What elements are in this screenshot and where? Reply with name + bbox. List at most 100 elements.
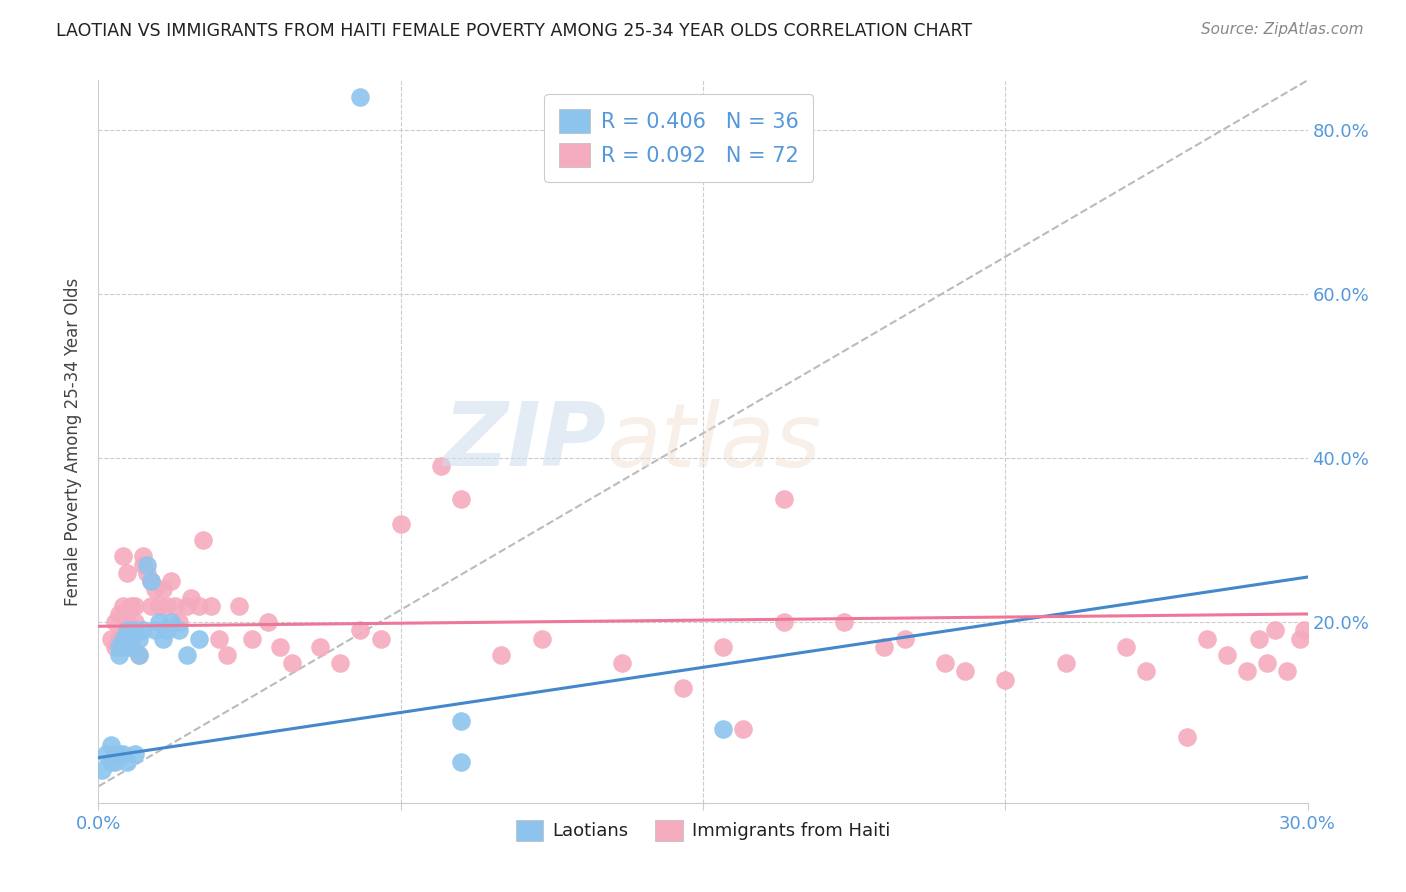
Point	[124, 747, 146, 761]
Point	[156, 599, 179, 613]
Point	[256, 615, 278, 630]
Point	[135, 566, 157, 580]
Point	[208, 632, 231, 646]
Point	[188, 599, 211, 613]
Point	[111, 640, 134, 654]
Point	[450, 714, 472, 728]
Point	[711, 640, 734, 654]
Point	[217, 648, 239, 662]
Point	[1264, 624, 1286, 638]
Point	[873, 640, 896, 654]
Point	[1277, 665, 1299, 679]
Point	[107, 648, 129, 662]
Point	[148, 599, 170, 613]
Point	[148, 615, 170, 630]
Point	[111, 632, 134, 646]
Point	[672, 681, 695, 695]
Point	[139, 574, 162, 588]
Text: atlas: atlas	[606, 399, 821, 484]
Point	[139, 599, 162, 613]
Point	[1288, 632, 1310, 646]
Point	[115, 755, 138, 769]
Point	[228, 599, 250, 613]
Point	[893, 632, 915, 646]
Point	[1054, 657, 1077, 671]
Point	[349, 89, 371, 103]
Point	[349, 624, 371, 638]
Point	[269, 640, 291, 654]
Point	[1249, 632, 1271, 646]
Point	[329, 657, 352, 671]
Point	[156, 624, 179, 638]
Point	[1292, 624, 1315, 638]
Point	[100, 739, 122, 753]
Point	[115, 615, 138, 630]
Point	[124, 624, 146, 638]
Text: LAOTIAN VS IMMIGRANTS FROM HAITI FEMALE POVERTY AMONG 25-34 YEAR OLDS CORRELATIO: LAOTIAN VS IMMIGRANTS FROM HAITI FEMALE …	[56, 22, 973, 40]
Point	[107, 640, 129, 654]
Point	[450, 755, 472, 769]
Point	[389, 516, 412, 531]
Point	[200, 599, 222, 613]
Point	[450, 491, 472, 506]
Point	[128, 648, 150, 662]
Point	[176, 599, 198, 613]
Point	[309, 640, 332, 654]
Point	[128, 648, 150, 662]
Point	[132, 558, 155, 572]
Point	[160, 574, 183, 588]
Point	[152, 632, 174, 646]
Point	[100, 755, 122, 769]
Point	[111, 747, 134, 761]
Point	[111, 599, 134, 613]
Point	[612, 657, 634, 671]
Point	[132, 549, 155, 564]
Point	[1135, 665, 1157, 679]
Point	[491, 648, 513, 662]
Y-axis label: Female Poverty Among 25-34 Year Olds: Female Poverty Among 25-34 Year Olds	[65, 277, 83, 606]
Point	[530, 632, 553, 646]
Point	[772, 491, 794, 506]
Point	[107, 632, 129, 646]
Point	[1236, 665, 1258, 679]
Point	[124, 599, 146, 613]
Point	[167, 624, 190, 638]
Point	[107, 747, 129, 761]
Point	[128, 632, 150, 646]
Point	[193, 533, 215, 547]
Point	[103, 615, 125, 630]
Legend: Laotians, Immigrants from Haiti: Laotians, Immigrants from Haiti	[509, 813, 897, 848]
Point	[143, 582, 166, 597]
Point	[91, 763, 114, 777]
Point	[240, 632, 263, 646]
Text: Source: ZipAtlas.com: Source: ZipAtlas.com	[1201, 22, 1364, 37]
Point	[934, 657, 956, 671]
Point	[370, 632, 392, 646]
Point	[111, 549, 134, 564]
Point	[115, 624, 138, 638]
Point	[163, 599, 186, 613]
Point	[1256, 657, 1278, 671]
Point	[772, 615, 794, 630]
Point	[180, 591, 202, 605]
Point	[103, 755, 125, 769]
Point	[733, 722, 755, 736]
Point	[139, 574, 162, 588]
Point	[167, 615, 190, 630]
Point	[430, 459, 453, 474]
Point	[143, 624, 166, 638]
Point	[100, 632, 122, 646]
Point	[711, 722, 734, 736]
Point	[832, 615, 855, 630]
Point	[1216, 648, 1239, 662]
Point	[115, 566, 138, 580]
Point	[1115, 640, 1137, 654]
Point	[160, 615, 183, 630]
Point	[135, 558, 157, 572]
Point	[1175, 730, 1198, 744]
Point	[1195, 632, 1218, 646]
Point	[120, 632, 142, 646]
Point	[176, 648, 198, 662]
Point	[103, 747, 125, 761]
Point	[132, 624, 155, 638]
